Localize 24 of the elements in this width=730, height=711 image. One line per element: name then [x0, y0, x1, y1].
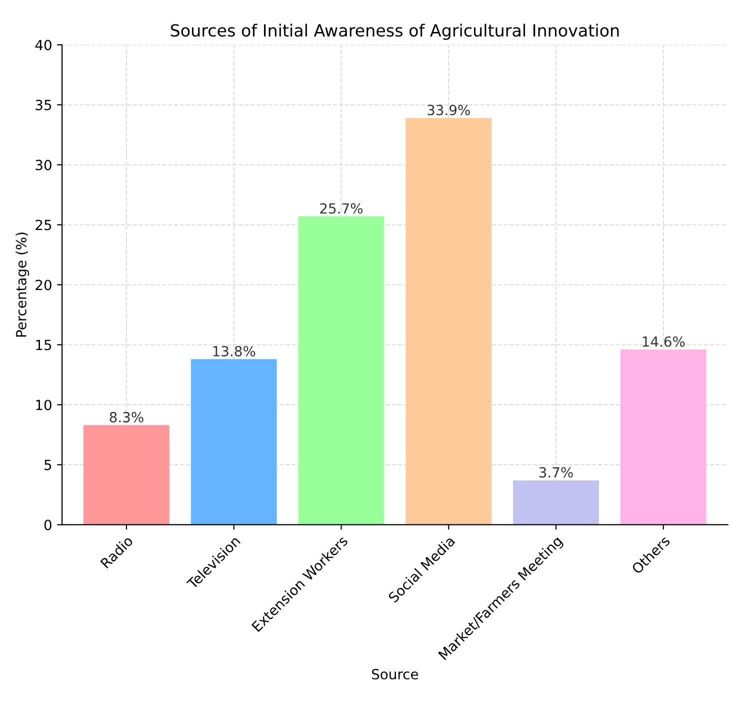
data-label: 13.8%: [213, 346, 256, 356]
y-tick-label: 35: [36, 100, 52, 110]
x-axis-title: Source: [372, 668, 418, 680]
y-tick-label: 10: [36, 400, 52, 410]
y-tick-label: 5: [44, 460, 52, 470]
chart-title: Sources of Initial Awareness of Agricultural Innovation: [170, 24, 619, 40]
data-label: 33.9%: [428, 104, 470, 116]
data-label: 25.7%: [320, 203, 363, 214]
y-tick-label: 30: [36, 160, 52, 170]
bar: [406, 118, 492, 525]
bar: [190, 359, 277, 525]
bar: [513, 480, 599, 525]
data-label: 8.3%: [110, 412, 144, 422]
y-tick-label: 15: [36, 340, 52, 350]
y-tick-label: 20: [36, 280, 52, 290]
y-tick-label: 25: [36, 220, 52, 230]
data-label: 3.7%: [539, 467, 573, 478]
y-tick-label: 0: [44, 520, 52, 530]
bar: [84, 425, 170, 525]
bar: [620, 350, 706, 525]
y-axis-title: Percentage (%): [16, 232, 30, 337]
y-tick-label: 40: [35, 40, 52, 50]
data-label: 14.6%: [642, 336, 685, 347]
bar: [298, 216, 384, 525]
